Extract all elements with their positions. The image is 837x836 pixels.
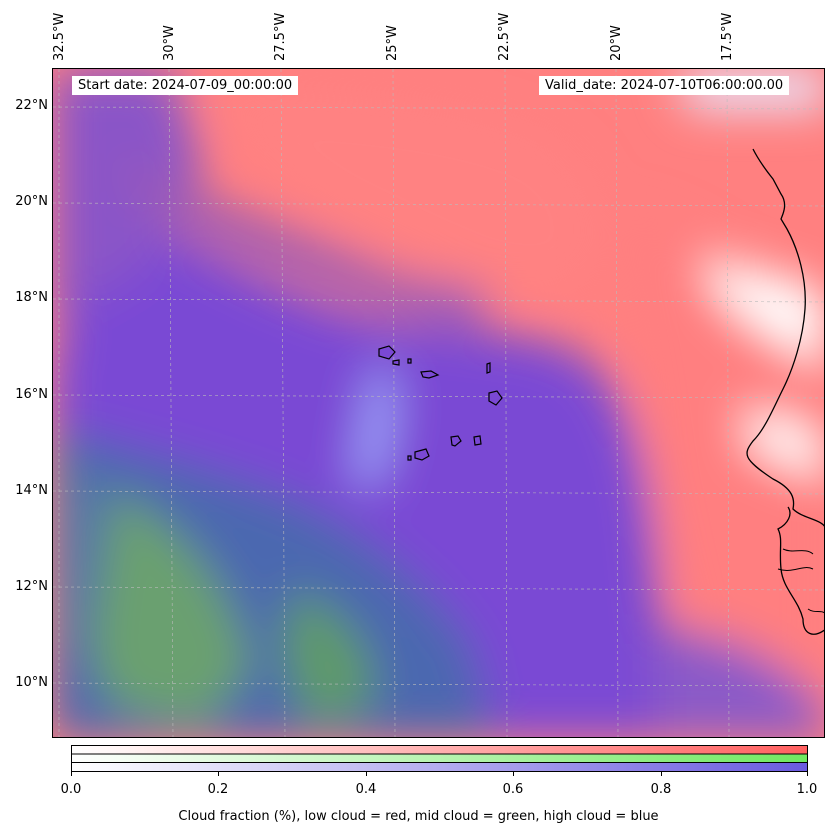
cb-tick-1: 0.2	[207, 782, 229, 797]
cloud-fraction-map	[53, 69, 824, 737]
lon-label-4: 25°W	[385, 25, 400, 61]
lon-label-2: 30°W	[162, 25, 177, 61]
cb-tick-0: 0.0	[60, 782, 82, 797]
cb-tick-2: 0.4	[355, 782, 377, 797]
cb-tickmark-3	[513, 772, 514, 776]
cloud-field	[53, 69, 824, 737]
lat-label-7: 10°N	[15, 675, 48, 690]
lat-label-4: 16°N	[15, 387, 48, 402]
lat-label-1: 22°N	[15, 98, 48, 113]
cb-tickmark-5	[807, 772, 808, 776]
lon-label-7: 17.5°W	[720, 12, 735, 61]
colorbar-red-row	[71, 745, 808, 755]
cb-tickmark-2	[366, 772, 367, 776]
cb-tick-4: 0.8	[650, 782, 672, 797]
map-panel	[52, 68, 825, 738]
graticule	[53, 69, 824, 737]
lat-label-5: 14°N	[15, 483, 48, 498]
lat-label-6: 12°N	[15, 579, 48, 594]
lon-label-3: 27.5°W	[273, 12, 288, 61]
lat-label-2: 20°N	[15, 194, 48, 209]
valid-date-label: Valid_date: 2024-07-10T06:00:00.00	[539, 76, 790, 95]
colorbar	[71, 745, 808, 772]
cb-tick-5: 1.0	[796, 782, 818, 797]
gambia-guinea-coast	[777, 548, 824, 614]
cape-verde-islands	[378, 345, 503, 461]
colorbar-label: Cloud fraction (%), low cloud = red, mid…	[178, 809, 659, 824]
lon-label-6: 20°W	[609, 25, 624, 61]
cb-tickmark-0	[71, 772, 72, 776]
start-date-label: Start date: 2024-07-09_00:00:00	[72, 76, 299, 95]
cb-tickmark-1	[218, 772, 219, 776]
lon-label-1: 32.5°W	[52, 12, 67, 61]
cb-tick-3: 0.6	[502, 782, 524, 797]
lon-label-5: 22.5°W	[497, 12, 512, 61]
lat-label-3: 18°N	[15, 290, 48, 305]
colorbar-green-row	[71, 753, 808, 763]
colorbar-blue-row	[71, 762, 808, 772]
cb-tickmark-4	[661, 772, 662, 776]
